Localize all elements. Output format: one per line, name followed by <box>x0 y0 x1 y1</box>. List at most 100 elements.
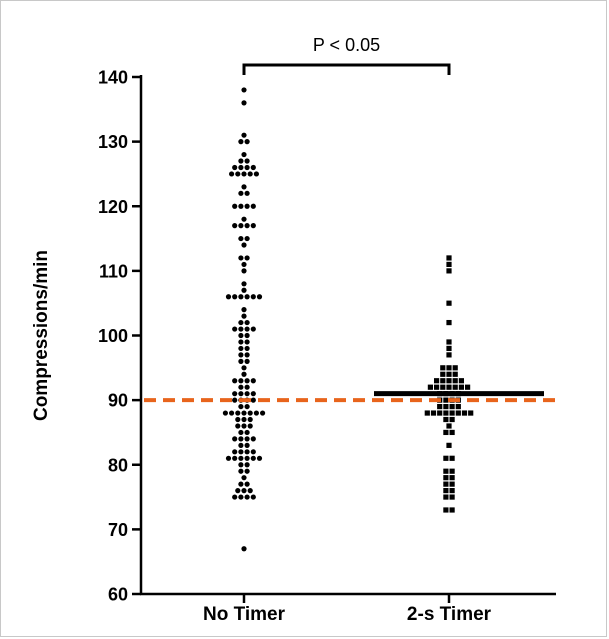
data-point <box>244 468 250 474</box>
y-axis-title: Compressions/min <box>31 250 52 421</box>
data-point <box>232 203 238 209</box>
data-point <box>437 410 443 416</box>
data-point <box>238 436 244 442</box>
data-point <box>238 468 244 474</box>
data-point <box>232 391 238 397</box>
data-point <box>241 268 247 274</box>
data-point <box>244 326 250 332</box>
data-point <box>244 255 250 261</box>
data-point <box>244 358 250 364</box>
data-point <box>250 223 256 229</box>
data-point <box>244 429 250 436</box>
data-point <box>238 294 244 300</box>
data-point <box>238 462 244 468</box>
data-point <box>256 294 263 300</box>
y-tick-label: 130 <box>98 132 128 152</box>
data-point <box>241 546 247 552</box>
data-point <box>250 391 256 397</box>
data-point <box>241 216 247 222</box>
significance-bracket: P < 0.05 <box>242 35 451 75</box>
data-point <box>247 488 253 494</box>
y-axis: 60 70 80 90 100 110 120 130 140 <box>98 68 143 605</box>
data-point <box>247 423 253 429</box>
data-point <box>250 378 256 384</box>
data-point <box>244 462 250 468</box>
data-point <box>443 494 449 500</box>
data-point <box>244 403 250 410</box>
data-point <box>241 261 247 268</box>
data-point <box>241 151 247 158</box>
data-point <box>250 449 256 455</box>
data-point <box>232 294 238 300</box>
data-point <box>446 352 452 358</box>
data-point <box>449 494 455 500</box>
data-point <box>238 494 244 500</box>
data-point <box>449 475 455 481</box>
data-point <box>244 384 250 390</box>
data-point <box>244 442 250 448</box>
data-point <box>443 481 449 487</box>
data-point <box>446 423 452 429</box>
data-point <box>241 423 247 429</box>
data-point <box>238 449 244 455</box>
data-point <box>241 307 247 313</box>
data-point <box>238 352 244 358</box>
data-point <box>238 164 244 171</box>
data-point <box>452 378 458 384</box>
data-point <box>250 164 256 171</box>
data-point <box>250 203 256 209</box>
y-tick-label: 60 <box>108 585 128 605</box>
data-point <box>238 455 244 461</box>
data-point <box>449 410 455 416</box>
data-point <box>449 416 455 423</box>
data-point <box>238 442 244 448</box>
data-point <box>449 488 455 494</box>
data-point <box>440 371 446 377</box>
y-tick-label: 110 <box>99 261 128 281</box>
data-point <box>232 455 238 461</box>
y-tick-label: 90 <box>108 391 128 411</box>
data-point <box>244 139 250 145</box>
data-point <box>446 255 452 261</box>
data-point <box>244 345 250 352</box>
data-point <box>241 87 247 93</box>
data-point <box>434 384 440 390</box>
data-point <box>232 436 238 442</box>
data-point <box>238 378 244 384</box>
data-point <box>244 481 250 487</box>
data-point <box>244 332 250 339</box>
data-point <box>235 488 241 494</box>
data-point <box>244 158 250 164</box>
y-tick-label: 100 <box>98 326 128 346</box>
data-point <box>232 449 238 455</box>
data-point <box>238 332 244 339</box>
data-point <box>446 378 452 384</box>
significance-label: P < 0.05 <box>313 35 380 55</box>
data-point <box>446 268 452 274</box>
data-point <box>244 190 250 196</box>
data-point <box>449 481 455 487</box>
data-point <box>225 294 232 300</box>
data-point <box>449 429 455 436</box>
data-point <box>440 384 446 390</box>
data-point <box>434 378 440 384</box>
data-point <box>238 391 244 397</box>
data-point <box>238 345 244 352</box>
data-point <box>244 319 250 326</box>
data-point <box>241 475 247 481</box>
data-point <box>446 300 452 306</box>
data-point <box>260 410 266 416</box>
data-point <box>244 352 250 358</box>
data-point <box>244 203 250 209</box>
data-point <box>244 449 250 455</box>
data-point <box>238 319 244 326</box>
data-point <box>238 481 244 487</box>
data-point <box>455 410 461 416</box>
data-point <box>238 384 244 390</box>
data-point <box>232 326 238 332</box>
data-point <box>238 403 244 410</box>
data-point <box>241 132 247 138</box>
data-point <box>235 410 241 416</box>
data-point <box>253 410 259 416</box>
